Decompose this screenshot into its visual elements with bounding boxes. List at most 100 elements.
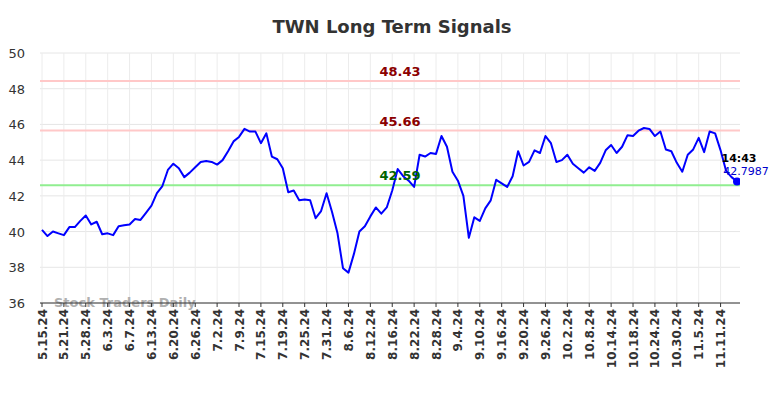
x-tick [501, 303, 502, 307]
y-tick-label: 46 [8, 117, 25, 132]
x-tick [479, 303, 480, 307]
grid-line [523, 53, 524, 303]
x-tick [85, 303, 86, 307]
signal-line [40, 130, 740, 132]
x-tick-label: 6.3.24 [101, 309, 115, 352]
grid-line [151, 53, 152, 303]
x-tick-label: 8.12.24 [364, 309, 378, 360]
y-tick-label: 40 [8, 225, 25, 240]
grid-line [173, 53, 174, 303]
grid-line [720, 53, 721, 303]
grid-line [545, 53, 546, 303]
grid-line [304, 53, 305, 303]
y-tick-label: 42 [8, 189, 25, 204]
x-tick-label: 8.16.24 [386, 309, 400, 360]
x-tick [523, 303, 524, 307]
grid-line [40, 267, 740, 268]
x-tick [567, 303, 568, 307]
x-tick [654, 303, 655, 307]
signal-line [40, 80, 740, 82]
x-tick-label: 6.13.24 [145, 309, 159, 360]
x-tick-label: 7.31.24 [320, 309, 334, 360]
y-tick-label: 44 [8, 153, 25, 168]
grid-line [195, 53, 196, 303]
x-tick [370, 303, 371, 307]
x-tick [282, 303, 283, 307]
x-tick-label: 7.15.24 [254, 309, 268, 360]
x-tick-label: 9.10.24 [473, 309, 487, 360]
y-tick-label: 48 [8, 82, 25, 97]
signal-label: 42.59 [379, 168, 420, 183]
x-tick-label: 9.26.24 [539, 309, 553, 360]
x-tick [195, 303, 196, 307]
x-tick [217, 303, 218, 307]
x-tick-label: 11.5.24 [692, 309, 706, 360]
y-tick-label: 38 [8, 260, 25, 275]
x-tick-label: 6.7.24 [123, 309, 137, 352]
grid-line [326, 53, 327, 303]
grid-line [217, 53, 218, 303]
x-axis [40, 303, 740, 304]
last-value: 42.7987 [723, 165, 769, 178]
grid-line [63, 53, 64, 303]
x-tick [676, 303, 677, 307]
grid-line [40, 160, 740, 161]
x-tick [42, 303, 43, 307]
signal-label: 48.43 [379, 64, 420, 79]
x-tick-label: 9.16.24 [495, 309, 509, 360]
x-tick-label: 6.20.24 [167, 309, 181, 360]
x-tick [151, 303, 152, 307]
grid-line [239, 53, 240, 303]
x-tick [304, 303, 305, 307]
x-tick [633, 303, 634, 307]
grid-line [698, 53, 699, 303]
x-tick-label: 10.8.24 [583, 309, 597, 360]
plot [40, 81, 740, 273]
grid-line [40, 303, 740, 304]
x-tick-label: 5.21.24 [57, 309, 71, 360]
x-tick-label: 7.2.24 [211, 309, 225, 352]
last-time: 14:43 [721, 152, 756, 165]
x-tick [414, 303, 415, 307]
x-tick [129, 303, 130, 307]
x-tick [589, 303, 590, 307]
x-tick [107, 303, 108, 307]
grid-line [479, 53, 480, 303]
x-tick [348, 303, 349, 307]
grid-line [611, 53, 612, 303]
signal-line [40, 184, 740, 186]
x-tick [611, 303, 612, 307]
x-tick [63, 303, 64, 307]
x-tick-label: 7.19.24 [276, 309, 290, 360]
x-tick-label: 11.11.24 [714, 309, 728, 368]
x-tick-label: 9.4.24 [451, 309, 465, 352]
x-tick [173, 303, 174, 307]
grid-line [589, 53, 590, 303]
x-tick-label: 7.9.24 [233, 309, 247, 352]
x-tick [457, 303, 458, 307]
x-tick-label: 7.25.24 [298, 309, 312, 360]
x-tick-label: 5.28.24 [79, 309, 93, 360]
x-tick [239, 303, 240, 307]
grid-line [654, 53, 655, 303]
x-tick [545, 303, 546, 307]
grid-line [40, 231, 740, 232]
grid-line [676, 53, 677, 303]
grid-line [40, 53, 740, 54]
grid-line [260, 53, 261, 303]
x-tick [698, 303, 699, 307]
x-tick-label: 9.20.24 [517, 309, 531, 360]
title: TWN Long Term Signals [272, 16, 511, 37]
x-tick-label: 10.2.24 [561, 309, 575, 360]
y-tick-label: 36 [8, 296, 25, 311]
x-tick [720, 303, 721, 307]
x-tick-label: 8.22.24 [408, 309, 422, 360]
grid-line [501, 53, 502, 303]
grid-line [42, 53, 43, 303]
grid-line [348, 53, 349, 303]
x-tick [392, 303, 393, 307]
grid-line [457, 53, 458, 303]
grid-line [633, 53, 634, 303]
grid-line [282, 53, 283, 303]
y-tick-label: 50 [8, 46, 25, 61]
